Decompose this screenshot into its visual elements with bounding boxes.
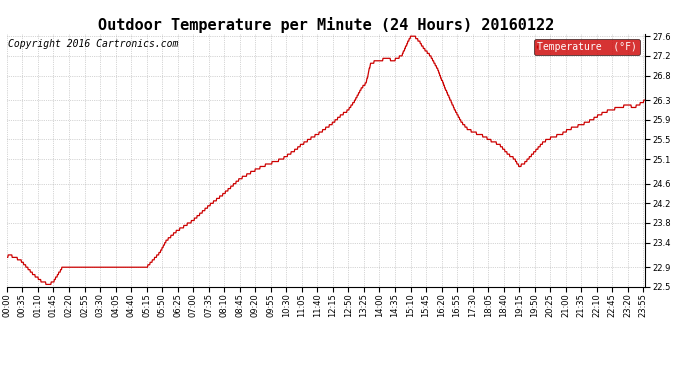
Legend: Temperature  (°F): Temperature (°F) — [533, 39, 640, 56]
Text: Copyright 2016 Cartronics.com: Copyright 2016 Cartronics.com — [8, 39, 179, 49]
Title: Outdoor Temperature per Minute (24 Hours) 20160122: Outdoor Temperature per Minute (24 Hours… — [98, 16, 554, 33]
